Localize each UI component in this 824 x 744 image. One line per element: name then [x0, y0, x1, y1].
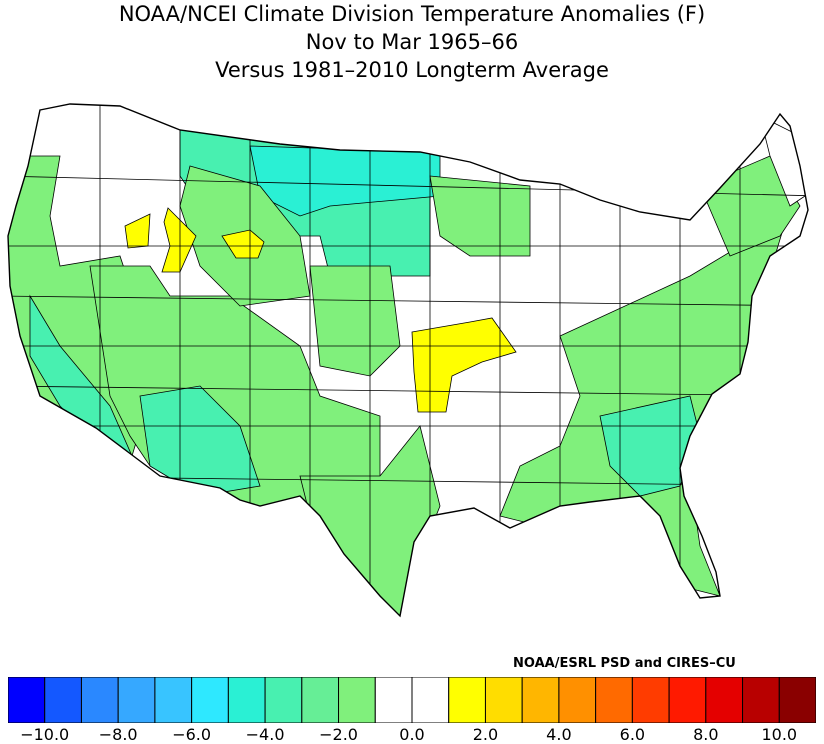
legend-tick-label: 0.0 [399, 725, 425, 744]
us-climate-division-map [7, 103, 809, 618]
legend-swatch [154, 677, 193, 723]
legend-swatch [705, 677, 744, 723]
region-montana-warm [221, 229, 265, 259]
us-border [7, 103, 809, 618]
legend-swatch [521, 677, 560, 723]
legend-swatch [338, 677, 376, 723]
legend-swatch [80, 677, 119, 723]
legend-tick-label: 8.0 [693, 725, 719, 744]
legend-swatch [8, 677, 46, 723]
legend-swatch [668, 677, 707, 723]
legend-tick-label: −10.0 [20, 725, 70, 744]
region-central-plains [309, 265, 401, 377]
map-subtitle-baseline: Versus 1981–2010 Longterm Average [215, 58, 609, 82]
legend-swatch [448, 677, 486, 723]
legend-swatch [595, 677, 633, 723]
legend-swatch [374, 677, 413, 723]
legend-tick-label: 2.0 [472, 725, 499, 744]
region-arizona [139, 385, 261, 497]
map-subtitle-period: Nov to Mar 1965–66 [305, 30, 519, 54]
legend-swatch [227, 677, 266, 723]
legend-swatch [44, 677, 82, 723]
legend-swatch [484, 677, 523, 723]
legend-tick-label: −6.0 [172, 725, 212, 744]
color-legend-bar [8, 677, 816, 723]
credit-text: NOAA/ESRL PSD and CIRES–CU [513, 656, 736, 671]
legend-swatch [191, 677, 229, 723]
legend-swatch [264, 677, 303, 723]
legend-tick-label: −4.0 [245, 725, 285, 744]
region-kansas-missouri-warm [411, 317, 517, 413]
legend-tick-label: 10.0 [761, 725, 798, 744]
legend-swatch [558, 677, 597, 723]
legend-swatch [778, 677, 816, 723]
region-idaho-warm-2 [161, 207, 197, 273]
legend-tick-label: 6.0 [619, 725, 646, 744]
legend-swatch [631, 677, 670, 723]
legend-swatch [742, 677, 780, 723]
legend-tick-label: 4.0 [546, 725, 572, 744]
legend-labels: −10.0 −8.0 −6.0 −4.0 −2.0 0.0 2.0 4.0 6.0 8.0 10.0 [0, 725, 824, 744]
map-title: NOAA/NCEI Climate Division Temperature A… [118, 2, 706, 26]
legend-swatch [411, 677, 450, 723]
legend-swatch [301, 677, 340, 723]
legend-tick-label: −8.0 [98, 725, 138, 744]
legend-tick-label: −2.0 [319, 725, 358, 744]
legend-swatch [117, 677, 156, 723]
